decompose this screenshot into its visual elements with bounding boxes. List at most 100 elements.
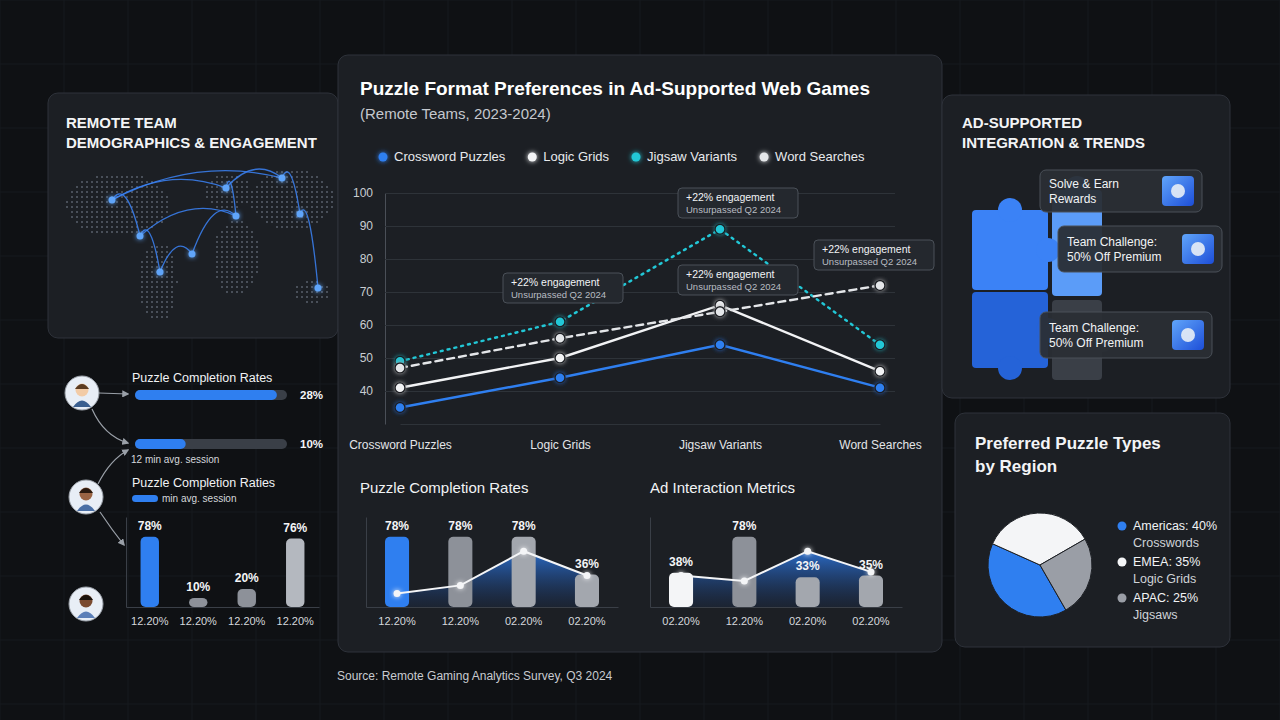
grid-line bbox=[0, 704, 1280, 705]
map-dot bbox=[246, 226, 248, 228]
map-dot bbox=[121, 206, 123, 208]
tick: Word Searches bbox=[839, 424, 921, 452]
map-dot bbox=[166, 291, 168, 293]
series-line bbox=[400, 285, 880, 368]
text-line: by Region bbox=[975, 457, 1057, 476]
map-dot bbox=[96, 211, 98, 213]
map-dot bbox=[256, 271, 258, 273]
map-dot bbox=[76, 206, 78, 208]
map-dot bbox=[321, 191, 323, 193]
y-axis: 405060708090100 bbox=[353, 186, 895, 424]
map-dot bbox=[116, 191, 118, 193]
map-dot bbox=[151, 221, 153, 223]
map-dot bbox=[106, 231, 108, 233]
map-dot bbox=[81, 211, 83, 213]
map-dot bbox=[86, 196, 88, 198]
map-dot bbox=[226, 176, 228, 178]
tick-label: Crossword Puzzles bbox=[349, 438, 452, 452]
map-dot bbox=[251, 246, 253, 248]
map-dot bbox=[96, 201, 98, 203]
chart-title: Preferred Puzzle Types by Region bbox=[975, 434, 1161, 476]
map-dot bbox=[236, 196, 238, 198]
map-dot bbox=[241, 231, 243, 233]
map-dot bbox=[281, 201, 283, 203]
map-dot bbox=[76, 196, 78, 198]
map-dot bbox=[161, 196, 163, 198]
map-dot bbox=[246, 276, 248, 278]
map-dot bbox=[246, 186, 248, 188]
map-dot bbox=[266, 191, 268, 193]
map-dot bbox=[151, 191, 153, 193]
map-dot bbox=[106, 211, 108, 213]
text-line: DEMOGRAPHICS & ENGAGEMENT bbox=[66, 134, 317, 151]
annotation-text: +22% engagement bbox=[686, 268, 775, 280]
data-point bbox=[395, 383, 405, 393]
legend-marker bbox=[1118, 558, 1127, 567]
map-dot bbox=[151, 196, 153, 198]
map-dot bbox=[91, 186, 93, 188]
legend-label: Americas: 40% bbox=[1133, 519, 1217, 533]
avatar-frame bbox=[69, 587, 103, 621]
text-line: REMOTE TEAM bbox=[66, 114, 177, 131]
map-dot bbox=[216, 181, 218, 183]
map-dot bbox=[131, 176, 133, 178]
text-line: Preferred Puzzle Types bbox=[975, 434, 1161, 453]
map-dot bbox=[156, 286, 158, 288]
map-dot bbox=[246, 271, 248, 273]
card-icon-glyph bbox=[1191, 242, 1205, 256]
data-labels: 78%10%20%76% bbox=[138, 519, 308, 594]
panel bbox=[48, 93, 338, 338]
map-dot bbox=[281, 216, 283, 218]
map-dot bbox=[226, 236, 228, 238]
map-dot bbox=[156, 196, 158, 198]
tick: 02.20% bbox=[662, 607, 700, 627]
map-dot bbox=[126, 231, 128, 233]
legend-marker bbox=[1118, 522, 1127, 531]
map-dot bbox=[306, 206, 308, 208]
map-dot bbox=[306, 286, 308, 288]
map-arc bbox=[140, 208, 236, 236]
map-dot bbox=[321, 186, 323, 188]
map-dot bbox=[151, 246, 153, 248]
map-dot bbox=[311, 206, 313, 208]
map-dot bbox=[161, 216, 163, 218]
tick-label: 12.20% bbox=[442, 615, 480, 627]
legend-item: Americas: 40%Crosswords bbox=[1118, 519, 1218, 550]
map-dot bbox=[241, 186, 243, 188]
map-dot bbox=[226, 251, 228, 253]
map-dot bbox=[116, 226, 118, 228]
map-dot bbox=[156, 201, 158, 203]
legend-item: APAC: 25%Jigsaws bbox=[1118, 591, 1199, 622]
map-dot bbox=[86, 211, 88, 213]
map-dot bbox=[216, 271, 218, 273]
map-dot bbox=[156, 216, 158, 218]
background bbox=[0, 0, 1280, 720]
map-dot bbox=[311, 191, 313, 193]
annotation-box bbox=[814, 240, 934, 270]
tick: 02.20% bbox=[505, 607, 543, 627]
x-axis: 12.20%12.20%02.20%02.20% bbox=[367, 607, 619, 627]
grid-line bbox=[385, 358, 895, 359]
map-dot bbox=[166, 211, 168, 213]
map-dot bbox=[121, 221, 123, 223]
map-dot bbox=[96, 181, 98, 183]
data-point bbox=[555, 353, 565, 363]
data-point bbox=[555, 317, 565, 327]
caption-note: min avg. session bbox=[162, 493, 236, 504]
map-dot bbox=[161, 291, 163, 293]
map-dot bbox=[141, 191, 143, 193]
map-dot bbox=[246, 236, 248, 238]
map-node bbox=[233, 213, 240, 220]
map-dot bbox=[301, 196, 303, 198]
map-dot bbox=[111, 186, 113, 188]
piece-tab bbox=[998, 356, 1022, 380]
map-dot bbox=[131, 186, 133, 188]
map-dot bbox=[221, 266, 223, 268]
map-dot bbox=[276, 201, 278, 203]
map-dot bbox=[156, 291, 158, 293]
map-dot bbox=[321, 291, 323, 293]
map-dot bbox=[236, 201, 238, 203]
map-dot bbox=[296, 221, 298, 223]
map-dot bbox=[241, 266, 243, 268]
map-dot bbox=[291, 171, 293, 173]
